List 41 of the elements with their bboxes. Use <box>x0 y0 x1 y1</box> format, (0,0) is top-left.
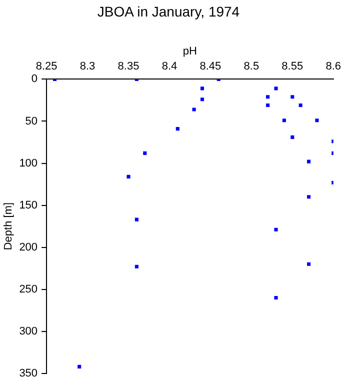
x-tick-label: 8.45 <box>200 60 222 73</box>
x-tick-label: 8.6 <box>326 60 342 73</box>
y-tick-label: 50 <box>25 115 38 128</box>
point <box>307 195 311 199</box>
x-tick-label: 8.25 <box>36 60 58 73</box>
x-tick-label: 8.3 <box>80 60 96 73</box>
y-tick-label: 200 <box>19 241 38 254</box>
y-tick-label: 150 <box>19 199 38 212</box>
x-tick-label: 8.35 <box>118 60 140 73</box>
point <box>307 262 311 266</box>
point <box>307 160 311 164</box>
point <box>274 228 278 232</box>
x-tick-label: 8.5 <box>244 60 260 73</box>
point <box>298 103 302 108</box>
point <box>200 86 204 90</box>
point <box>134 218 138 222</box>
point <box>200 98 204 102</box>
point <box>192 108 196 112</box>
point <box>78 364 82 368</box>
x-axis-title: pH <box>182 45 198 58</box>
point <box>143 151 147 155</box>
point <box>266 103 270 108</box>
y-tick-label: 300 <box>19 325 38 338</box>
chart-title: JBOA in January, 1974 <box>97 3 240 20</box>
point <box>282 118 286 122</box>
y-tick-label: 0 <box>31 73 38 86</box>
point <box>274 296 278 300</box>
y-axis-title: Depth [m] <box>2 202 15 250</box>
point <box>290 95 294 99</box>
y-tick-label: 250 <box>19 283 38 296</box>
y-tick-label: 350 <box>19 367 38 380</box>
point <box>134 264 138 268</box>
x-tick-label: 8.55 <box>282 60 304 73</box>
point <box>290 135 294 139</box>
point <box>266 95 270 99</box>
point <box>274 86 278 90</box>
point <box>126 174 130 178</box>
point <box>176 127 180 131</box>
x-tick-label: 8.4 <box>162 60 178 73</box>
point <box>315 118 319 122</box>
y-tick-label: 100 <box>19 157 38 170</box>
